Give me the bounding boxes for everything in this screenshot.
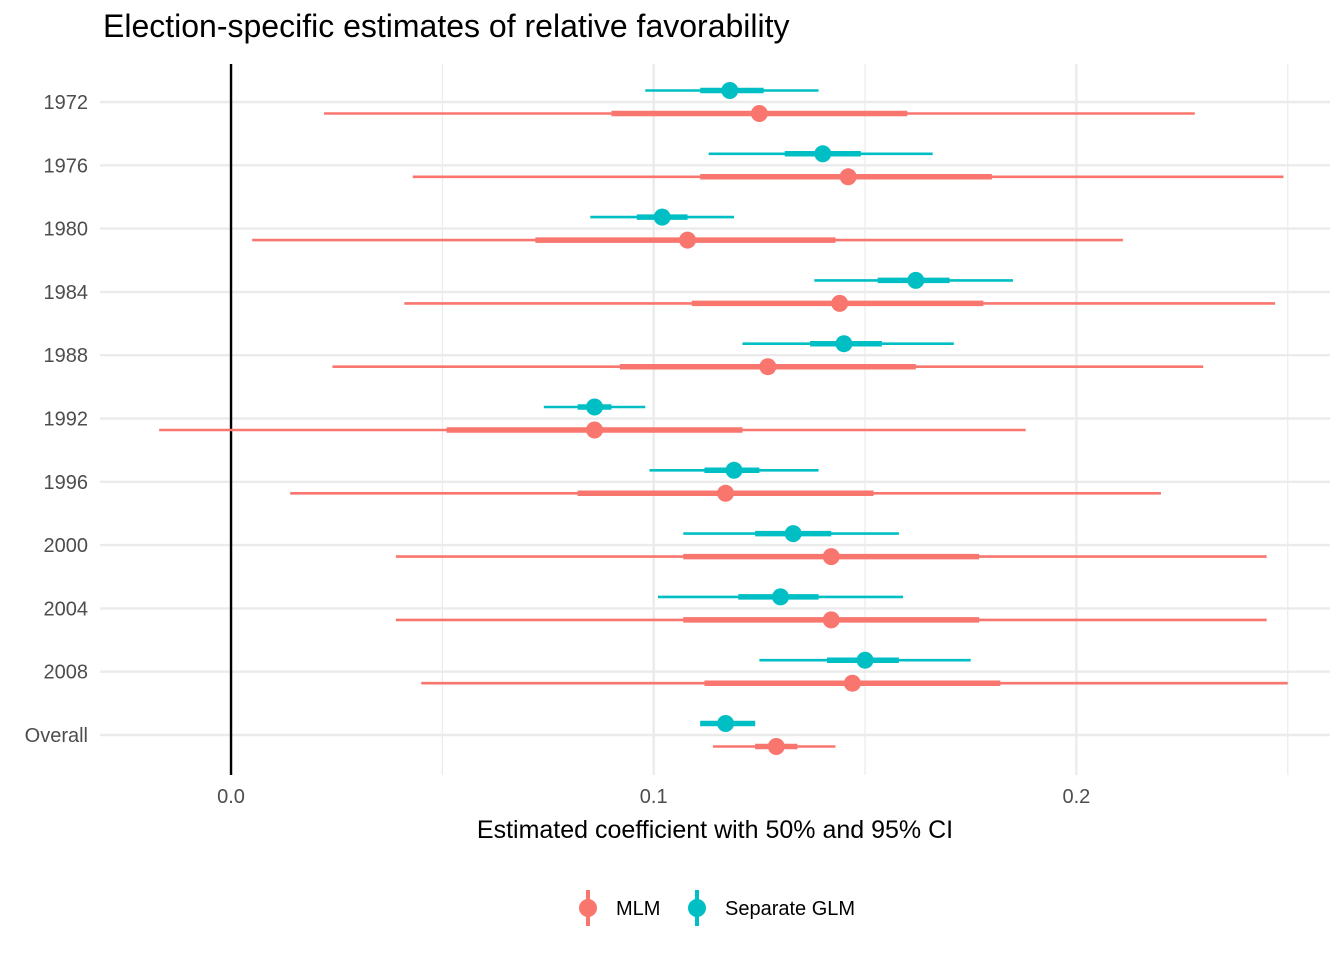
legend: MLM Separate GLM [579,890,855,926]
y-tick-label: Overall [25,725,88,747]
x-tick-label: 0.0 [217,786,245,808]
grid-layer [100,64,1330,775]
y-tick-label: 1988 [44,345,89,367]
legend-item-separate-glm: Separate GLM [688,890,855,926]
mlm-point-2008 [843,674,861,692]
chart-title: Election-specific estimates of relative … [103,8,790,44]
separate-glm-point-1976 [814,145,832,163]
separate-glm-point-1996 [725,461,743,479]
y-tick-label: 1992 [44,409,89,431]
mlm-point-2004 [822,611,840,629]
y-tick-label: 1976 [44,155,89,177]
marks-layer [159,82,1288,755]
mlm-point-1984 [831,294,849,312]
x-tick-label: 0.1 [640,786,668,808]
mlm-point-overall [767,738,785,755]
separate-glm-point-1992 [586,398,604,416]
separate-glm-point-overall [717,715,735,732]
legend-label: MLM [616,898,660,920]
x-axis: 0.0 0.1 0.2 [217,786,1090,808]
separate-glm-point-1972 [721,82,739,99]
mlm-point-2000 [822,548,840,566]
y-tick-label: 2008 [44,662,89,684]
mlm-point-1996 [717,484,735,502]
x-axis-title: Estimated coefficient with 50% and 95% C… [477,816,953,844]
y-tick-label: 1996 [44,472,89,494]
separate-glm-point-1984 [907,271,925,289]
legend-item-mlm: MLM [579,890,660,926]
separate-glm-point-1988 [835,335,853,353]
mlm-point-1972 [750,105,768,122]
mlm-point-1992 [586,421,604,439]
x-tick-label: 0.2 [1062,786,1090,808]
legend-label: Separate GLM [725,898,855,920]
y-tick-label: 1984 [44,282,89,304]
mlm-point-1988 [759,358,777,376]
separate-glm-point-2008 [856,651,874,669]
mlm-point-1980 [679,231,697,249]
legend-key-point [688,899,706,917]
y-axis: 1972 1976 1980 1984 1988 1992 1996 2000 2004 2008… [25,92,88,747]
y-tick-label: 1972 [44,92,89,114]
mlm-point-1976 [839,168,857,186]
y-tick-label: 2004 [44,598,89,620]
legend-key-point [579,899,597,917]
y-tick-label: 2000 [44,535,89,557]
separate-glm-point-2000 [784,525,802,543]
separate-glm-point-1980 [653,208,671,226]
y-tick-label: 1980 [44,219,89,241]
separate-glm-point-2004 [772,588,790,606]
